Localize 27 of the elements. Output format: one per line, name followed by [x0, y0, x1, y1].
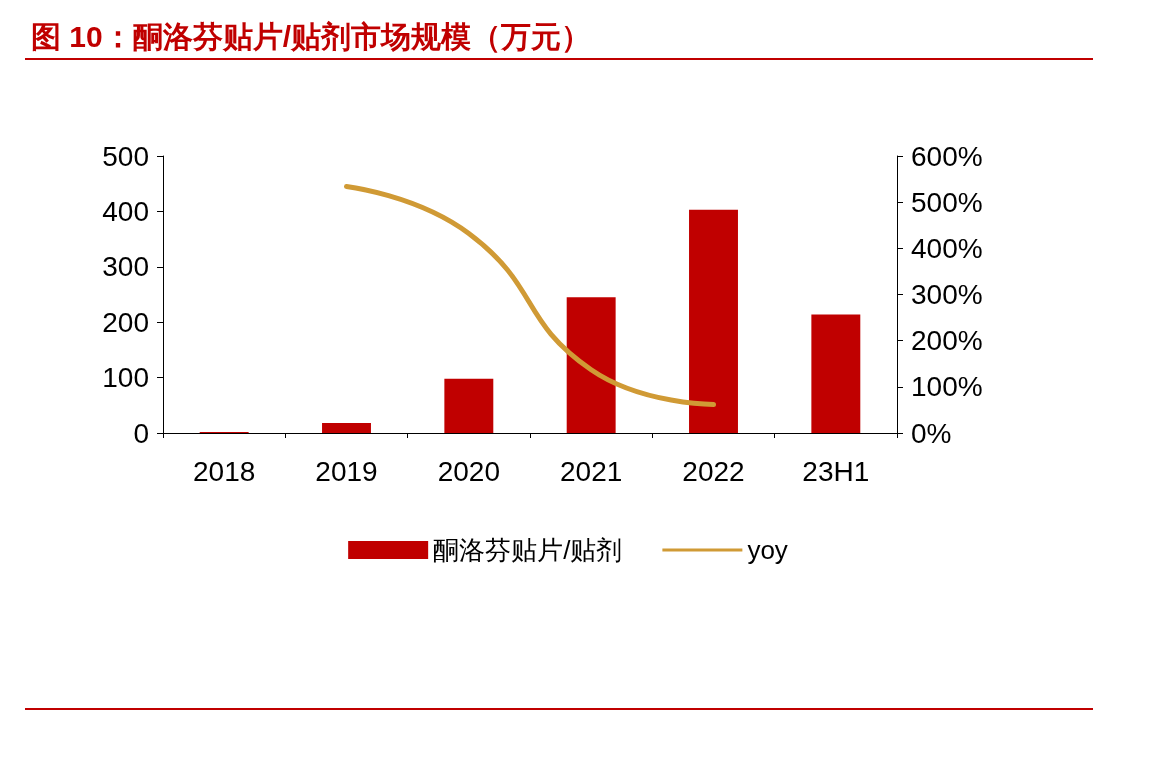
y2-tick-label: 0% [911, 417, 952, 449]
legend-label: 酮洛芬贴片/贴剂 [433, 535, 623, 565]
y2-tick-label: 500% [911, 186, 983, 218]
y2-tick-label: 100% [911, 371, 983, 403]
y-tick-label: 500 [102, 140, 149, 172]
y-tick-label: 0 [133, 417, 149, 449]
x-tick-label: 2021 [560, 455, 623, 487]
x-tick-label: 2022 [682, 455, 745, 487]
y-tick-label: 400 [102, 195, 149, 227]
legend-label: yoy [747, 535, 788, 565]
y2-tick-label: 400% [911, 232, 983, 264]
x-tick-label: 2018 [193, 455, 256, 487]
x-tick-label: 23H1 [802, 455, 870, 487]
y-tick-label: 200 [102, 306, 149, 338]
chart-title: 图 10：酮洛芬贴片/贴剂市场规模（万元） [31, 19, 592, 53]
y-tick-label: 300 [102, 251, 149, 283]
bar [322, 423, 371, 433]
bar [811, 314, 861, 433]
x-tick-label: 2020 [437, 455, 500, 487]
bar [444, 378, 494, 433]
y-tick-label: 100 [102, 362, 149, 394]
y2-tick-label: 300% [911, 279, 983, 310]
bar [689, 209, 738, 433]
y2-tick-label: 200% [911, 325, 983, 357]
y2-tick-label: 600% [911, 140, 983, 172]
bar [566, 297, 616, 433]
x-tick-label: 2019 [315, 455, 378, 487]
